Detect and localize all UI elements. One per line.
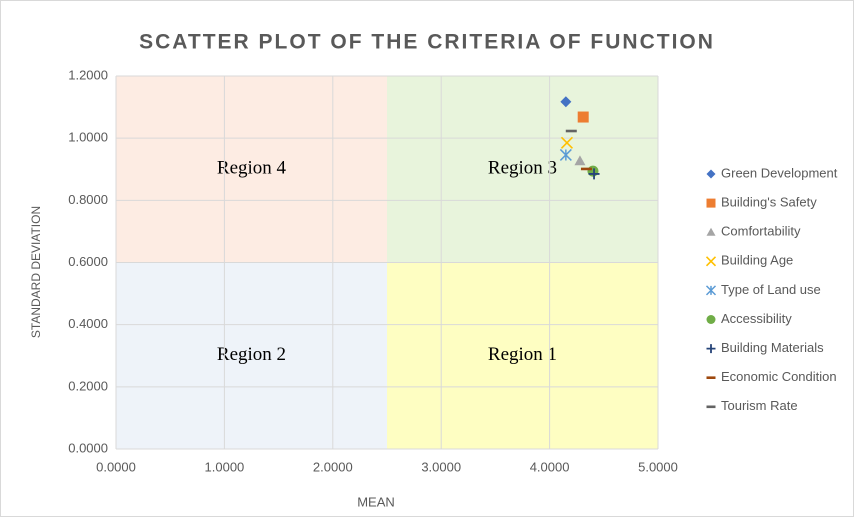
legend-label: Accessibility [721,311,792,326]
x-tick-label: 4.0000 [530,459,570,474]
legend-entry: Accessibility [706,311,792,326]
legend-entry: Building Materials [706,340,824,355]
point [588,168,600,180]
y-tick-label: 1.0000 [68,130,108,145]
region [116,76,387,263]
y-tick-label: 0.8000 [68,192,108,207]
legend-entry: Building Age [705,253,793,268]
legend-label: Building Age [721,253,793,268]
point [577,111,589,123]
region [387,76,658,263]
y-tick-label: 0.0000 [68,440,108,455]
legend-marker [706,344,716,354]
point [565,129,577,133]
y-axis-label: STANDARD DEVIATION [29,206,43,338]
legend-entry: Tourism Rate [706,398,798,413]
region-label: Region 2 [217,344,286,365]
legend-label: Building Materials [721,340,824,355]
legend-entry: Type of Land use [705,282,821,297]
legend-entry: Comfortability [706,224,801,239]
point [574,155,586,166]
y-tick-label: 0.2000 [68,378,108,393]
region-label: Region 4 [217,158,287,179]
point [587,165,599,177]
chart-title: SCATTER PLOT OF THE CRITERIA OF FUNCTION [139,31,715,54]
region-label: Region 3 [488,158,557,179]
x-axis-label: MEAN [357,494,395,509]
x-tick-label: 0.0000 [96,459,136,474]
x-tick-label: 2.0000 [313,459,353,474]
legend-label: Economic Condition [721,369,837,384]
legend-marker [706,169,716,179]
legend-label: Comfortability [721,224,801,239]
legend-marker [706,227,716,236]
point [580,167,592,171]
point [560,96,572,108]
legend-marker [706,405,716,409]
legend-label: Type of Land use [721,282,821,297]
x-tick-label: 5.0000 [638,459,678,474]
legend-marker [706,198,716,208]
y-tick-label: 0.6000 [68,254,108,269]
legend-marker [705,256,717,267]
legend-label: Green Development [721,165,838,180]
legend-marker [706,376,716,379]
legend-marker [706,315,716,324]
region [116,262,387,449]
x-tick-label: 1.0000 [205,459,245,474]
legend-entry: Green Development [706,165,838,180]
x-tick-label: 3.0000 [421,459,461,474]
y-tick-label: 1.2000 [68,67,108,82]
legend-entry: Economic Condition [706,369,837,384]
region [387,262,658,449]
legend-marker [705,285,717,296]
legend-label: Tourism Rate [721,398,798,413]
point [559,148,572,161]
point [560,136,574,149]
y-tick-label: 0.4000 [68,316,108,331]
legend-label: Building's Safety [721,195,817,210]
legend-entry: Building's Safety [706,195,817,210]
region-label: Region 1 [488,344,557,365]
